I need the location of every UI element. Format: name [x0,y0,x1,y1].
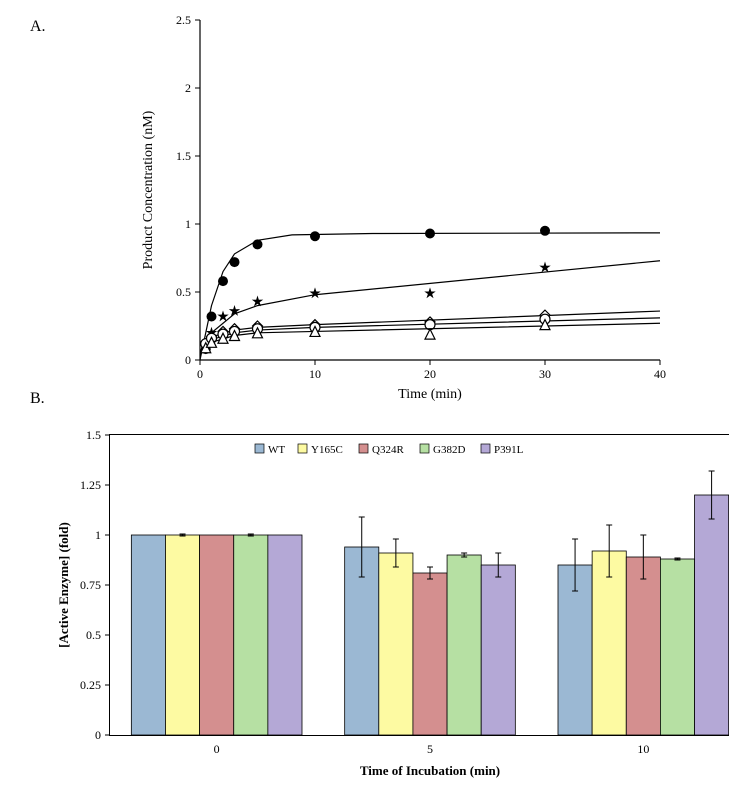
svg-text:Y165C: Y165C [311,444,343,456]
svg-text:0.75: 0.75 [80,578,101,592]
svg-text:5: 5 [427,742,433,756]
svg-text:1.5: 1.5 [86,428,101,442]
svg-text:1.25: 1.25 [80,478,101,492]
svg-text:1: 1 [95,528,101,542]
svg-text:30: 30 [539,367,551,381]
chart-a: 0 0.5 1 1.5 2 2.5 0 10 20 30 40 Time (min) Product C… [130,10,680,410]
svg-text:0: 0 [185,353,191,367]
figure-container: A. 00.511.522.5010203040Time (min)Produc… [10,10,729,790]
svg-text:P391L: P391L [494,444,524,456]
svg-text:WT: WT [268,444,285,456]
chart-b: 0 0.25 0.5 0.75 1 1.25 1.5 [Active Enzyme] (fol… [50,420,729,790]
svg-text:0: 0 [197,367,203,381]
svg-text:Product Concentration (nM): Product Concentration (nM) [141,110,156,269]
svg-text:2.5: 2.5 [176,13,191,27]
panel-b-label: B. [30,390,45,408]
svg-text:20: 20 [424,367,436,381]
svg-text:Time (min): Time (min) [398,387,462,402]
svg-text:10: 10 [309,367,321,381]
svg-text:10: 10 [637,742,649,756]
svg-text:0: 0 [214,742,220,756]
svg-text:40: 40 [654,367,666,381]
svg-text:0.5: 0.5 [86,628,101,642]
svg-text:0.25: 0.25 [80,678,101,692]
svg-text:[Active Enzyme] (fold): [Active Enzyme] (fold) [56,522,71,648]
svg-text:2: 2 [185,81,191,95]
svg-text:Time of Incubation (min): Time of Incubation (min) [360,763,500,778]
svg-text:0.5: 0.5 [176,285,191,299]
svg-text:G382D: G382D [433,444,465,456]
svg-text:1.5: 1.5 [176,149,191,163]
panel-a-label: A. [30,18,46,36]
svg-text:1: 1 [185,217,191,231]
svg-text:0: 0 [95,728,101,742]
svg-text:Q324R: Q324R [372,444,404,456]
